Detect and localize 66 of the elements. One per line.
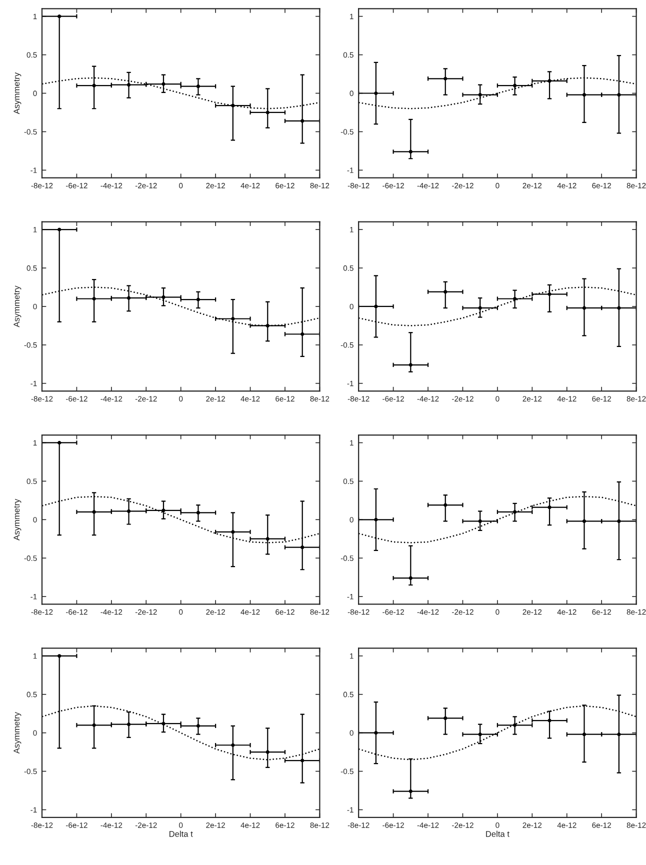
point [478,519,482,523]
point [617,306,621,310]
point [231,104,235,108]
point [617,732,621,736]
point [374,518,378,522]
point [478,732,482,736]
point [162,508,166,512]
point [478,92,482,97]
point [196,510,200,515]
point [444,290,448,294]
point [266,750,270,754]
x-axis-title: Delta t [486,830,510,837]
y-axis-title: Asymmetry [14,286,22,328]
point [374,731,378,735]
y-axis-title: Asymmetry [14,498,22,540]
point [126,82,131,87]
point [231,316,235,321]
point [582,306,586,310]
point [374,304,378,308]
point [162,82,166,86]
point [513,84,517,88]
x-axis-title: Delta t [169,830,193,837]
point [617,92,621,97]
point [582,732,586,736]
point [444,716,448,720]
point [126,296,131,300]
point [582,519,586,523]
point [444,76,448,80]
point [300,332,304,336]
point [374,91,378,96]
point [92,723,96,727]
point [266,110,270,114]
point [617,519,621,523]
point [408,150,412,154]
point [548,718,552,722]
point [408,789,412,794]
point [196,298,200,302]
point [231,743,235,747]
point [300,758,304,762]
point [162,722,166,726]
point [231,530,235,534]
point [92,84,96,88]
point [444,503,448,507]
point [162,295,166,300]
point [408,576,412,580]
point [92,510,96,514]
y-axis-title: Asymmetry [14,72,22,114]
point [300,119,304,123]
point [196,84,200,88]
point [408,363,412,367]
point [92,296,96,301]
point [548,292,552,296]
point [300,546,304,550]
y-axis-title: Asymmetry [14,712,22,754]
point [126,509,131,513]
point [548,506,552,510]
point [126,722,131,726]
point [582,92,586,97]
point [478,306,482,310]
point [513,723,517,727]
point [513,296,517,301]
point [266,537,270,541]
point [266,324,270,328]
point [513,510,517,514]
point [196,724,200,728]
point [548,79,552,83]
